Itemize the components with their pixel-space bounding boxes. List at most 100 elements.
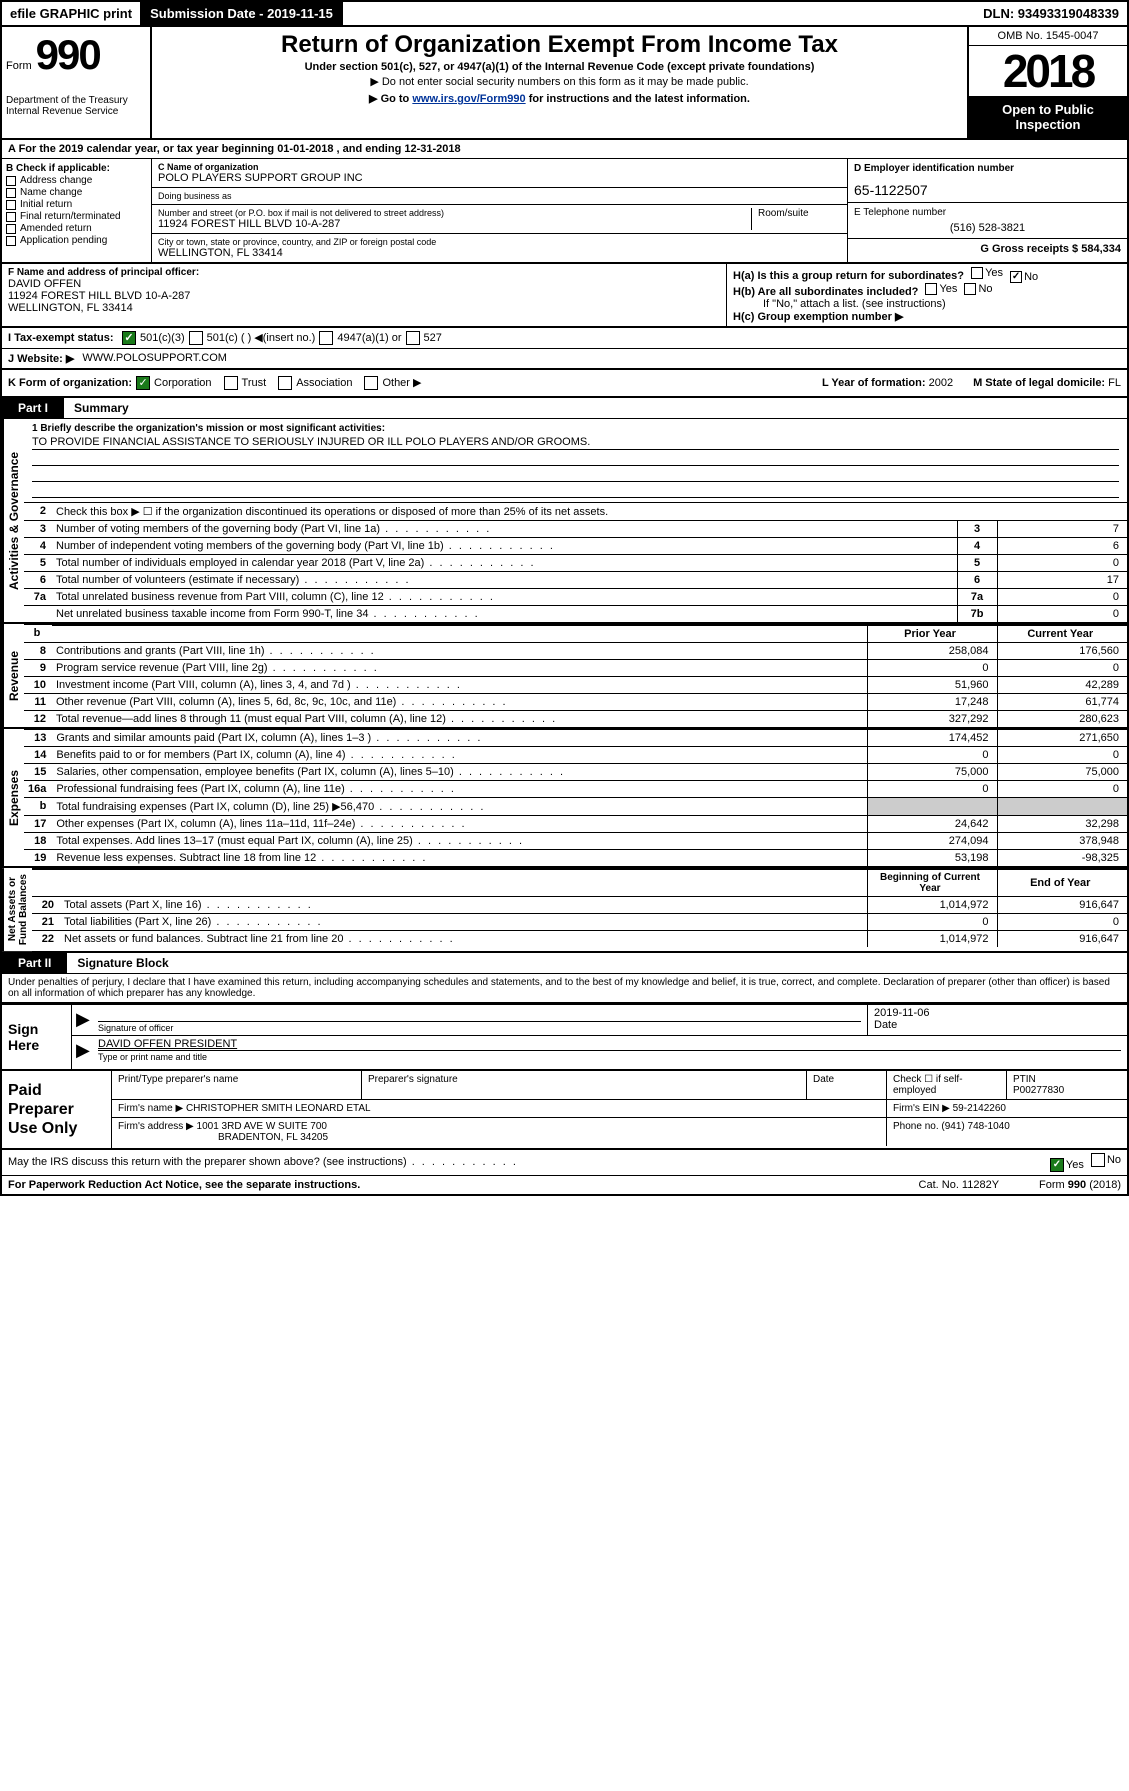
side-expenses: Expenses (2, 729, 24, 866)
sub3-post: for instructions and the latest informat… (526, 93, 750, 105)
part-1-tab: Part I (2, 398, 64, 418)
dba-block: Doing business as (152, 188, 847, 205)
table-row: 11 Other revenue (Part VIII, column (A),… (24, 693, 1127, 710)
officer-name: DAVID OFFEN (8, 278, 720, 290)
principal-officer: F Name and address of principal officer:… (2, 264, 727, 326)
current-value: 916,647 (997, 930, 1127, 947)
chk-trust[interactable] (224, 376, 238, 390)
prior-value: 17,248 (867, 693, 997, 710)
hb-no[interactable]: No (964, 283, 992, 295)
line-text: Salaries, other compensation, employee b… (52, 763, 867, 780)
chk-label: Address change (20, 175, 92, 186)
line-text: Total number of volunteers (estimate if … (52, 571, 957, 588)
current-value: 61,774 (997, 693, 1127, 710)
prior-value (867, 797, 997, 815)
discuss-no[interactable]: No (1091, 1153, 1121, 1167)
line-num: 2 (24, 502, 52, 520)
line-box: 3 (957, 520, 997, 537)
ha-row: H(a) Is this a group return for subordin… (733, 267, 1121, 283)
chk-association[interactable] (278, 376, 292, 390)
addr-label: Number and street (or P.O. box if mail i… (158, 208, 751, 218)
line-text: Number of voting members of the governin… (52, 520, 957, 537)
chk-4947[interactable] (319, 331, 333, 345)
current-value: 0 (997, 746, 1127, 763)
open-to-public: Open to Public Inspection (969, 96, 1127, 138)
ein-cell: D Employer identification number 65-1122… (848, 159, 1127, 203)
officer-addr1: 11924 FOREST HILL BLVD 10-A-287 (8, 290, 720, 302)
cat-number: Cat. No. 11282Y (919, 1179, 1000, 1191)
row-a-tax-year: A For the 2019 calendar year, or tax yea… (2, 140, 1127, 159)
hb-yes[interactable]: Yes (925, 283, 957, 295)
part-2-header: Part II Signature Block (2, 953, 1127, 974)
tel-value: (516) 528-3821 (854, 222, 1121, 234)
line-text: Other revenue (Part VIII, column (A), li… (52, 693, 867, 710)
side-activities-governance: Activities & Governance (2, 419, 24, 622)
form990-link[interactable]: www.irs.gov/Form990 (412, 93, 525, 105)
line-text: Total expenses. Add lines 13–17 (must eq… (52, 832, 867, 849)
current-value: 32,298 (997, 815, 1127, 832)
org-name-block: C Name of organization POLO PLAYERS SUPP… (152, 159, 847, 188)
line-num: b (24, 797, 52, 815)
checkbox-icon (971, 267, 983, 279)
hb-row: H(b) Are all subordinates included? Yes … (733, 283, 1121, 298)
chk-527[interactable] (406, 331, 420, 345)
firm-ein-label: Firm's EIN ▶ (893, 1103, 950, 1114)
line-num: 17 (24, 815, 52, 832)
opt-corp: Corporation (154, 377, 211, 389)
org-name: POLO PLAYERS SUPPORT GROUP INC (158, 172, 841, 184)
discuss-yes[interactable]: ✓ Yes (1050, 1158, 1084, 1172)
current-value: 0 (997, 659, 1127, 676)
checkbox-icon (6, 176, 16, 186)
form-subtitle-2: ▶ Do not enter social security numbers o… (162, 75, 957, 88)
line-text: Other expenses (Part IX, column (A), lin… (52, 815, 867, 832)
chk-amended-return[interactable]: Amended return (6, 223, 147, 234)
current-value: 271,650 (997, 729, 1127, 746)
sub3-pre: ▶ Go to (369, 93, 412, 105)
sig-row-2: ▶ DAVID OFFEN PRESIDENT Type or print na… (72, 1036, 1127, 1065)
prep-h1: Print/Type preparer's name (112, 1071, 362, 1099)
header-right: OMB No. 1545-0047 2018 Open to Public In… (967, 27, 1127, 138)
website-label: J Website: ▶ (8, 352, 74, 365)
chk-501c[interactable] (189, 331, 203, 345)
omb-number: OMB No. 1545-0047 (969, 27, 1127, 46)
col-b-checkboxes: B Check if applicable: Address change Na… (2, 159, 152, 262)
ptin-label: PTIN (1013, 1074, 1121, 1085)
chk-label: Amended return (20, 223, 92, 234)
chk-initial-return[interactable]: Initial return (6, 199, 147, 210)
line-num: 12 (24, 710, 52, 727)
table-row: 22 Net assets or fund balances. Subtract… (32, 930, 1127, 947)
part-2-tab: Part II (2, 953, 67, 973)
form-number: 990 (36, 31, 100, 79)
expenses-body: Expenses 13 Grants and similar amounts p… (2, 729, 1127, 868)
chk-address-change[interactable]: Address change (6, 175, 147, 186)
chk-501c3[interactable]: ✓ (122, 331, 136, 345)
line-num: 3 (24, 520, 52, 537)
chk-name-change[interactable]: Name change (6, 187, 147, 198)
ptin-value: P00277830 (1013, 1085, 1121, 1096)
mission-blank-line (32, 482, 1119, 498)
efile-label[interactable]: efile GRAPHIC print (2, 2, 140, 25)
prior-value: 0 (867, 780, 997, 797)
ha-yes[interactable]: Yes (971, 267, 1003, 279)
firm-phone-cell: Phone no. (941) 748-1040 (887, 1118, 1127, 1146)
dom-value: FL (1108, 377, 1121, 389)
table-row: 17 Other expenses (Part IX, column (A), … (24, 815, 1127, 832)
chk-final-return[interactable]: Final return/terminated (6, 211, 147, 222)
department-label: Department of the Treasury Internal Reve… (6, 95, 146, 117)
chk-corporation[interactable]: ✓ (136, 376, 150, 390)
opt-assoc: Association (296, 377, 352, 389)
begin-year-header: Beginning of Current Year (867, 869, 997, 897)
discuss-row: May the IRS discuss this return with the… (2, 1150, 1127, 1176)
chk-application-pending[interactable]: Application pending (6, 235, 147, 246)
header-center: Return of Organization Exempt From Incom… (152, 27, 967, 138)
ha-no[interactable]: ✓No (1010, 271, 1038, 283)
line-value: 7 (997, 520, 1127, 537)
sig-officer-label: Signature of officer (98, 1021, 861, 1033)
form-ref: Form Form 990 (2018)990 (2018) (1039, 1179, 1121, 1191)
line-box: 5 (957, 554, 997, 571)
line-text: Total liabilities (Part X, line 26) (60, 913, 867, 930)
opt-4947: 4947(a)(1) or (337, 332, 401, 344)
tax-status-row: I Tax-exempt status: ✓501(c)(3) 501(c) (… (2, 327, 1127, 349)
chk-other[interactable] (364, 376, 378, 390)
chk-label: Application pending (20, 235, 107, 246)
